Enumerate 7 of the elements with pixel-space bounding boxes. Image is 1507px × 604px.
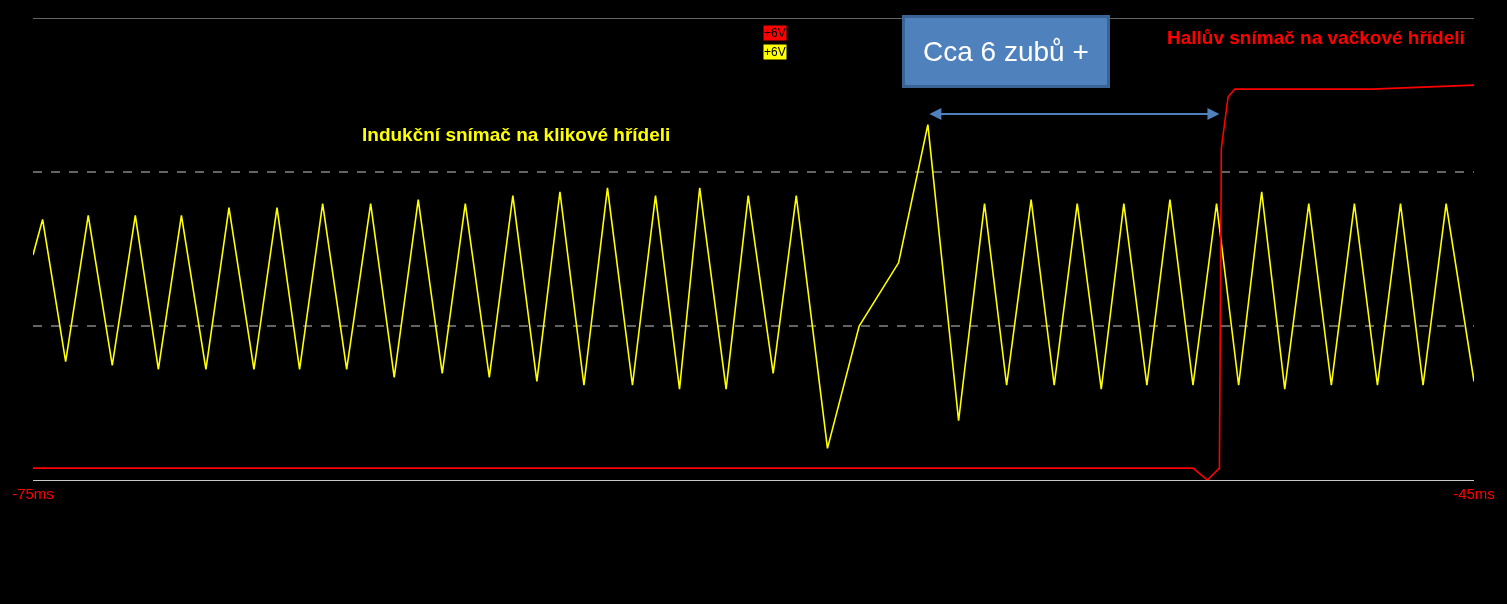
text: +6V [764, 26, 786, 40]
text: +6V [764, 45, 786, 59]
x-tick-label: -75ms [12, 485, 54, 503]
x-tick-label: -45ms [1453, 485, 1495, 503]
series-label: Hallův snímač na vačkové hřídeli [1167, 27, 1465, 48]
text: Indukční snímač na klikové hřídeli [362, 124, 671, 145]
text: Cca 6 zubů + [923, 36, 1089, 67]
